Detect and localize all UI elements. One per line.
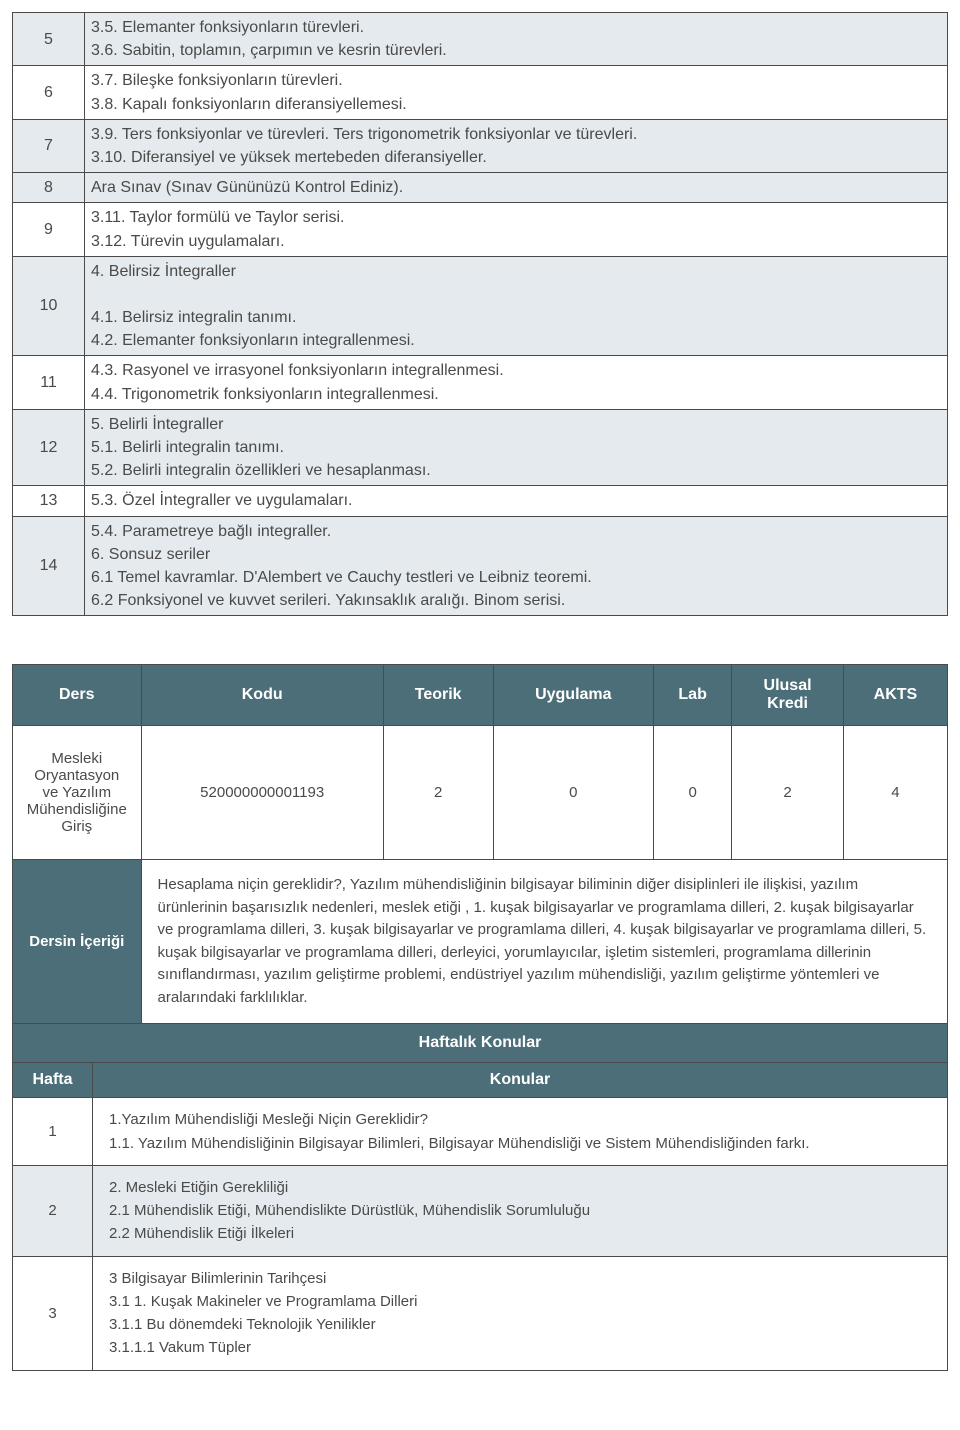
syllabus-row-number: 8 — [13, 173, 85, 203]
syllabus-row-number: 5 — [13, 13, 85, 66]
syllabus-row-number: 13 — [13, 486, 85, 516]
week-content: 3 Bilgisayar Bilimlerinin Tarihçesi 3.1 … — [93, 1256, 948, 1370]
week-row: 33 Bilgisayar Bilimlerinin Tarihçesi 3.1… — [13, 1256, 948, 1370]
topics-header: Konular — [93, 1063, 948, 1098]
syllabus-row-content: 4. Belirsiz İntegraller 4.1. Belirsiz in… — [85, 256, 948, 356]
syllabus-row: 125. Belirli İntegraller 5.1. Belirli in… — [13, 409, 948, 486]
syllabus-row: 63.7. Bileşke fonksiyonların türevleri. … — [13, 66, 948, 119]
value-lab: 0 — [654, 726, 732, 860]
header-ulusal-kredi: Ulusal Kredi — [732, 665, 844, 726]
week-number: 3 — [13, 1256, 93, 1370]
value-akts: 4 — [843, 726, 947, 860]
syllabus-row-number: 12 — [13, 409, 85, 486]
syllabus-row: 93.11. Taylor formülü ve Taylor serisi. … — [13, 203, 948, 256]
header-ders: Ders — [13, 665, 142, 726]
syllabus-row-content: 3.5. Elemanter fonksiyonların türevleri.… — [85, 13, 948, 66]
syllabus-row-content: Ara Sınav (Sınav Gününüzü Kontrol Ediniz… — [85, 173, 948, 203]
syllabus-row-content: 5.4. Parametreye bağlı integraller. 6. S… — [85, 516, 948, 616]
syllabus-row: 73.9. Ters fonksiyonlar ve türevleri. Te… — [13, 119, 948, 172]
week-content: 1.Yazılım Mühendisliği Mesleği Niçin Ger… — [93, 1098, 948, 1166]
syllabus-row: 104. Belirsiz İntegraller 4.1. Belirsiz … — [13, 256, 948, 356]
week-header: Hafta — [13, 1063, 93, 1098]
content-text: Hesaplama niçin gereklidir?, Yazılım müh… — [141, 860, 947, 1024]
week-number: 2 — [13, 1165, 93, 1256]
header-kodu: Kodu — [141, 665, 383, 726]
syllabus-row-number: 10 — [13, 256, 85, 356]
value-ders: Mesleki Oryantasyon ve Yazılım Mühendisl… — [13, 726, 142, 860]
header-akts: AKTS — [843, 665, 947, 726]
syllabus-row: 135.3. Özel İntegraller ve uygulamaları. — [13, 486, 948, 516]
content-label: Dersin İçeriği — [13, 860, 142, 1024]
syllabus-row-content: 5.3. Özel İntegraller ve uygulamaları. — [85, 486, 948, 516]
syllabus-row: 53.5. Elemanter fonksiyonların türevleri… — [13, 13, 948, 66]
value-uygulama: 0 — [493, 726, 654, 860]
weekly-title: Haftalık Konular — [13, 1024, 948, 1063]
syllabus-row-number: 11 — [13, 356, 85, 409]
week-row: 22. Mesleki Etiğin Gerekliliği 2.1 Mühen… — [13, 1165, 948, 1256]
syllabus-row-content: 5. Belirli İntegraller 5.1. Belirli inte… — [85, 409, 948, 486]
week-content: 2. Mesleki Etiğin Gerekliliği 2.1 Mühend… — [93, 1165, 948, 1256]
syllabus-table: 53.5. Elemanter fonksiyonların türevleri… — [12, 12, 948, 616]
course-table: Ders Kodu Teorik Uygulama Lab Ulusal Kre… — [12, 664, 948, 1370]
syllabus-row-number: 6 — [13, 66, 85, 119]
week-row: 11.Yazılım Mühendisliği Mesleği Niçin Ge… — [13, 1098, 948, 1166]
header-lab: Lab — [654, 665, 732, 726]
syllabus-row-number: 14 — [13, 516, 85, 616]
syllabus-row-number: 7 — [13, 119, 85, 172]
week-number: 1 — [13, 1098, 93, 1166]
syllabus-row-content: 3.7. Bileşke fonksiyonların türevleri. 3… — [85, 66, 948, 119]
header-teorik: Teorik — [383, 665, 493, 726]
header-uygulama: Uygulama — [493, 665, 654, 726]
syllabus-row-content: 3.9. Ters fonksiyonlar ve türevleri. Ter… — [85, 119, 948, 172]
syllabus-row: 145.4. Parametreye bağlı integraller. 6.… — [13, 516, 948, 616]
syllabus-row: 8Ara Sınav (Sınav Gününüzü Kontrol Edini… — [13, 173, 948, 203]
value-ulusal-kredi: 2 — [732, 726, 844, 860]
syllabus-row: 114.3. Rasyonel ve irrasyonel fonksiyonl… — [13, 356, 948, 409]
syllabus-row-content: 3.11. Taylor formülü ve Taylor serisi. 3… — [85, 203, 948, 256]
value-teorik: 2 — [383, 726, 493, 860]
syllabus-row-content: 4.3. Rasyonel ve irrasyonel fonksiyonlar… — [85, 356, 948, 409]
value-kodu: 520000000001193 — [141, 726, 383, 860]
syllabus-row-number: 9 — [13, 203, 85, 256]
